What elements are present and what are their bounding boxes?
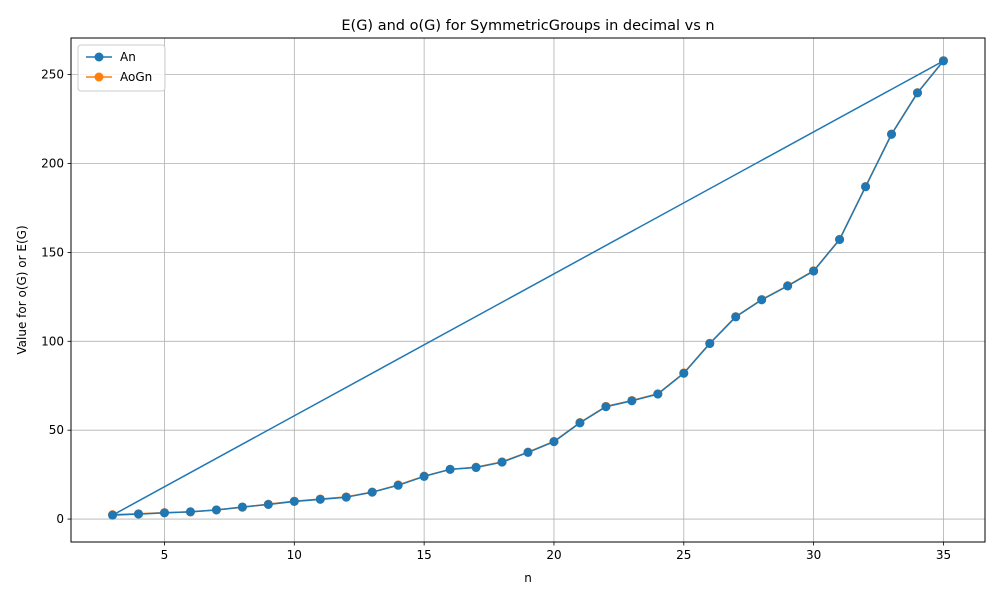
data-point-An [263,499,273,509]
data-point-An [912,88,922,98]
y-axis-label: Value for o(G) or E(G) [15,225,29,354]
x-tick-label: 35 [936,548,951,562]
data-point-An [211,505,221,515]
y-tick-label: 50 [49,423,64,437]
data-point-An [549,437,559,447]
data-point-An [731,312,741,322]
x-tick-label: 20 [546,548,561,562]
data-point-An [679,368,689,378]
data-point-An [601,402,611,412]
data-point-An [289,496,299,506]
y-tick-label: 150 [41,245,64,259]
y-tick-label: 100 [41,334,64,348]
series-An [108,56,948,520]
legend-label: AoGn [120,70,152,84]
legend-marker [94,52,104,62]
x-tick-label: 15 [416,548,431,562]
legend: An AoGn [77,44,166,92]
data-point-An [471,463,481,473]
data-point-An [341,492,351,502]
data-point-An [887,129,897,139]
data-point-An [315,494,325,504]
data-point-An [497,457,507,467]
data-point-An [705,339,715,349]
data-point-An [367,487,377,497]
data-point-An [757,295,767,305]
data-point-An [419,471,429,481]
data-point-An [159,508,169,518]
y-tick-label: 0 [56,512,64,526]
data-point-An [134,509,144,519]
data-point-An [445,464,455,474]
data-point-An [861,182,871,192]
y-tick-label: 250 [41,68,64,82]
series-layer [108,56,948,520]
x-axis-label: n [524,571,532,585]
data-point-An [108,510,118,520]
legend-marker [94,72,104,82]
x-tick-label: 10 [287,548,302,562]
chart-title: E(G) and o(G) for SymmetricGroups in dec… [341,18,714,34]
legend-item: An [86,50,136,64]
x-tick-label: 25 [676,548,691,562]
legend-label: An [120,50,136,64]
data-point-An [835,235,845,245]
data-point-An [627,396,637,406]
legend-item: AoGn [86,70,152,84]
data-point-An [237,502,247,512]
y-tick-label: 200 [41,157,64,171]
data-point-An [653,389,663,399]
data-point-An [938,56,948,66]
x-tick-label: 5 [161,548,169,562]
data-point-An [523,447,533,457]
data-point-An [393,480,403,490]
x-tick-label: 30 [806,548,821,562]
data-point-An [783,281,793,291]
data-point-An [185,507,195,517]
series-line-An [112,60,945,516]
grid [71,38,985,542]
data-point-An [575,418,585,428]
ticks: 5 10 15 20 25 30 35 0 50 100 150 200 250 [41,68,951,562]
data-point-An [809,266,819,276]
plot-frame [70,37,986,543]
